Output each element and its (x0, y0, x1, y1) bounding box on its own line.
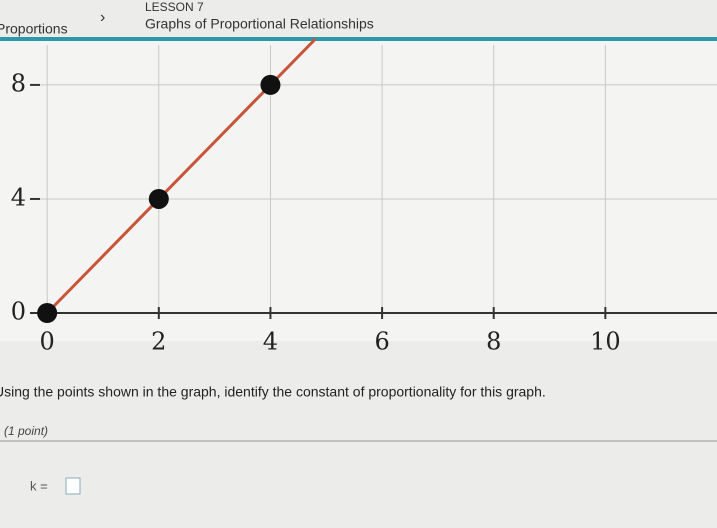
breadcrumb[interactable]: Proportions (0, 21, 68, 37)
line-extension (269, 37, 317, 86)
point (260, 74, 281, 95)
question-points: (1 point) (4, 424, 48, 438)
y-tick-label: 8 (11, 69, 26, 97)
y-tick-label: 4 (11, 183, 26, 211)
answer-box[interactable] (65, 477, 81, 495)
chart: 0 2 4 6 8 10 0 4 8 (11, 37, 717, 356)
y-tick-label: 0 (11, 298, 26, 326)
x-tick-label: 2 (151, 328, 166, 356)
x-tick-label: 6 (374, 328, 389, 356)
lesson-label: LESSON 7 (145, 0, 204, 14)
chevron: › (100, 9, 105, 26)
point (148, 188, 169, 209)
graph-area (0, 41, 717, 341)
x-tick-label: 0 (40, 328, 55, 356)
header-bar (0, 37, 717, 41)
point (37, 303, 58, 323)
lesson-title: Graphs of Proportional Relationships (145, 16, 374, 32)
x-tick-label: 10 (590, 328, 621, 356)
x-tick-label: 8 (486, 328, 501, 356)
question-prompt: Using the points shown in the graph, ide… (0, 384, 546, 400)
x-tick-label: 4 (263, 328, 278, 356)
answer-label: k = (30, 478, 48, 493)
